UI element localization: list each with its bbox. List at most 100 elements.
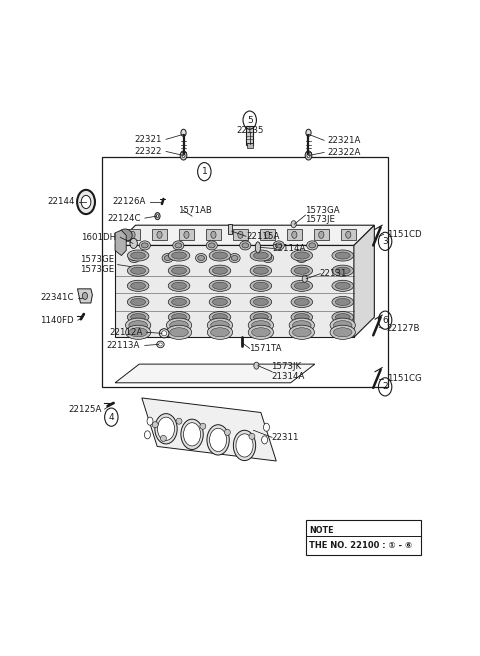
Ellipse shape xyxy=(250,265,272,276)
Circle shape xyxy=(144,431,150,439)
Ellipse shape xyxy=(335,314,350,321)
Ellipse shape xyxy=(176,418,182,424)
Text: 1571AB: 1571AB xyxy=(178,205,212,215)
Ellipse shape xyxy=(334,321,352,330)
Ellipse shape xyxy=(209,250,231,261)
Text: 1571TA: 1571TA xyxy=(249,344,281,353)
Ellipse shape xyxy=(162,331,167,336)
Circle shape xyxy=(77,190,95,214)
Circle shape xyxy=(265,232,270,238)
Text: NOTE: NOTE xyxy=(309,526,334,535)
Circle shape xyxy=(180,151,187,160)
Ellipse shape xyxy=(172,314,186,321)
Ellipse shape xyxy=(250,312,272,323)
Ellipse shape xyxy=(294,314,309,321)
Ellipse shape xyxy=(129,321,147,330)
Text: 1151CG: 1151CG xyxy=(386,375,421,383)
Ellipse shape xyxy=(291,280,312,291)
Circle shape xyxy=(157,232,162,238)
Ellipse shape xyxy=(276,243,282,248)
Ellipse shape xyxy=(125,318,151,333)
Text: 3: 3 xyxy=(382,237,388,246)
Ellipse shape xyxy=(142,243,148,248)
Ellipse shape xyxy=(139,241,150,250)
Ellipse shape xyxy=(250,297,272,308)
Ellipse shape xyxy=(172,252,186,259)
Text: 22144: 22144 xyxy=(48,197,75,207)
Ellipse shape xyxy=(252,328,270,337)
Ellipse shape xyxy=(291,312,312,323)
Ellipse shape xyxy=(335,298,350,306)
Ellipse shape xyxy=(213,267,228,274)
Bar xyxy=(206,229,221,240)
Ellipse shape xyxy=(172,298,186,306)
Text: 22341C: 22341C xyxy=(41,293,74,302)
Bar xyxy=(314,229,329,240)
Ellipse shape xyxy=(291,265,312,276)
Bar xyxy=(179,229,194,240)
Ellipse shape xyxy=(332,250,353,261)
Ellipse shape xyxy=(255,242,261,253)
Circle shape xyxy=(262,436,267,444)
Text: 22126A: 22126A xyxy=(112,197,145,207)
Ellipse shape xyxy=(332,297,353,308)
Polygon shape xyxy=(77,289,92,303)
Text: 22322A: 22322A xyxy=(328,148,361,157)
Bar xyxy=(125,229,140,240)
Text: 1140FD: 1140FD xyxy=(40,316,74,325)
Ellipse shape xyxy=(211,328,229,337)
Ellipse shape xyxy=(207,424,229,455)
Text: 1573JK
21314A: 1573JK 21314A xyxy=(271,362,305,381)
Ellipse shape xyxy=(253,314,268,321)
Text: 22114A: 22114A xyxy=(273,244,306,253)
Ellipse shape xyxy=(209,312,231,323)
Ellipse shape xyxy=(334,328,352,337)
Ellipse shape xyxy=(248,318,274,333)
Ellipse shape xyxy=(213,314,228,321)
Ellipse shape xyxy=(209,297,231,308)
Circle shape xyxy=(182,154,185,157)
Polygon shape xyxy=(115,225,374,245)
Text: 22113A: 22113A xyxy=(107,341,140,350)
Ellipse shape xyxy=(170,321,188,330)
Polygon shape xyxy=(115,230,126,255)
Ellipse shape xyxy=(168,265,190,276)
Ellipse shape xyxy=(127,250,149,261)
Ellipse shape xyxy=(127,280,149,291)
Bar xyxy=(287,229,302,240)
Ellipse shape xyxy=(298,255,305,260)
Ellipse shape xyxy=(172,282,186,289)
Text: 22127B: 22127B xyxy=(386,324,420,333)
Circle shape xyxy=(156,215,158,218)
Circle shape xyxy=(302,276,307,282)
Ellipse shape xyxy=(198,255,204,260)
Ellipse shape xyxy=(131,314,145,321)
Ellipse shape xyxy=(253,267,268,274)
Text: 22115A: 22115A xyxy=(246,232,279,241)
Text: 22125A: 22125A xyxy=(68,405,102,413)
Text: 4: 4 xyxy=(108,413,114,422)
Ellipse shape xyxy=(167,325,192,339)
Ellipse shape xyxy=(213,252,228,259)
Polygon shape xyxy=(142,398,276,461)
Ellipse shape xyxy=(263,253,274,262)
Circle shape xyxy=(305,151,312,160)
Ellipse shape xyxy=(160,436,167,441)
Ellipse shape xyxy=(294,282,309,289)
Circle shape xyxy=(81,195,91,209)
Ellipse shape xyxy=(225,429,230,436)
Ellipse shape xyxy=(164,255,171,260)
Text: 22135: 22135 xyxy=(236,126,264,134)
Circle shape xyxy=(147,417,153,425)
Circle shape xyxy=(319,232,324,238)
Bar xyxy=(233,229,248,240)
Ellipse shape xyxy=(250,250,272,261)
Ellipse shape xyxy=(131,282,145,289)
Ellipse shape xyxy=(158,343,162,346)
Ellipse shape xyxy=(131,255,137,260)
Ellipse shape xyxy=(129,253,140,262)
Ellipse shape xyxy=(289,325,314,339)
Ellipse shape xyxy=(172,267,186,274)
Circle shape xyxy=(211,232,216,238)
Text: THE NO. 22100 : ① - ⑥: THE NO. 22100 : ① - ⑥ xyxy=(309,541,412,550)
